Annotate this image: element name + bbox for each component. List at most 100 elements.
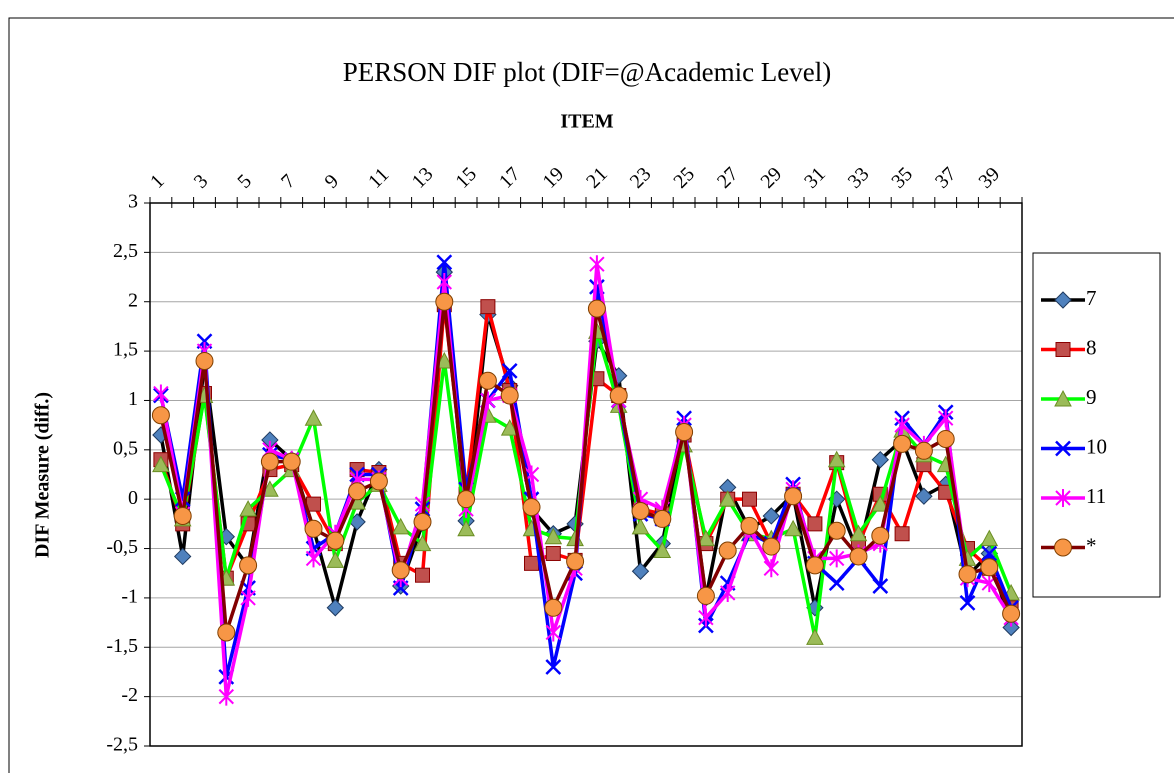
marker xyxy=(589,255,605,274)
marker xyxy=(740,516,759,535)
y-tick-label: -2 xyxy=(121,684,138,706)
marker xyxy=(871,495,890,512)
marker xyxy=(894,416,910,435)
y-tick-label: -2,5 xyxy=(106,734,138,756)
marker xyxy=(524,555,539,571)
marker xyxy=(784,487,803,506)
marker xyxy=(718,490,737,507)
marker xyxy=(653,509,672,528)
marker xyxy=(784,519,802,537)
marker xyxy=(500,386,519,405)
marker xyxy=(173,547,192,566)
marker xyxy=(959,594,976,611)
marker xyxy=(1002,618,1020,637)
marker xyxy=(260,452,279,471)
marker xyxy=(218,687,235,706)
marker xyxy=(545,545,561,561)
marker xyxy=(545,623,562,642)
marker xyxy=(239,556,258,575)
y-tick-label: -1 xyxy=(121,586,138,608)
marker xyxy=(806,628,824,645)
marker xyxy=(807,516,823,532)
marker xyxy=(914,441,933,460)
marker xyxy=(195,351,214,370)
marker xyxy=(544,527,563,545)
marker xyxy=(413,512,432,531)
legend-label: * xyxy=(1086,533,1097,557)
marker xyxy=(391,517,410,535)
marker xyxy=(698,608,714,627)
marker xyxy=(522,498,541,517)
chart-title: PERSON DIF plot (DIF=@Academic Level) xyxy=(343,57,832,87)
marker xyxy=(653,541,672,559)
y-tick-label: 2 xyxy=(128,289,138,311)
marker xyxy=(894,526,910,542)
marker xyxy=(282,452,301,471)
marker xyxy=(697,529,715,547)
marker xyxy=(1002,604,1021,623)
marker xyxy=(849,524,868,542)
series xyxy=(151,292,1021,642)
y-tick-label: 3 xyxy=(128,191,138,213)
marker xyxy=(1055,440,1071,457)
marker xyxy=(478,371,497,390)
marker xyxy=(480,299,496,315)
marker xyxy=(1054,291,1072,309)
marker xyxy=(719,583,736,602)
legend-label: 7 xyxy=(1086,286,1097,310)
marker xyxy=(457,490,476,509)
marker xyxy=(631,502,650,521)
marker xyxy=(631,562,650,580)
y-tick-label: -1,5 xyxy=(106,635,138,657)
marker xyxy=(936,429,955,448)
marker xyxy=(173,506,192,525)
legend: 7 8 9 10 11 * xyxy=(1032,252,1161,598)
marker xyxy=(828,575,845,591)
marker xyxy=(415,567,430,583)
marker xyxy=(827,521,846,540)
marker xyxy=(151,406,170,425)
marker xyxy=(566,552,585,571)
y-tick-label: 2,5 xyxy=(113,240,138,262)
marker xyxy=(871,526,890,545)
series-group xyxy=(151,254,1021,706)
marker xyxy=(1055,342,1071,357)
marker xyxy=(631,517,650,535)
legend-label: 11 xyxy=(1086,484,1106,508)
marker xyxy=(762,537,781,556)
legend-label: 8 xyxy=(1086,335,1097,359)
marker xyxy=(980,529,999,547)
y-tick-label: 1,5 xyxy=(113,339,138,361)
marker xyxy=(240,588,256,607)
x-axis-label: ITEM xyxy=(560,111,613,133)
legend-label: 9 xyxy=(1086,385,1097,409)
marker xyxy=(742,491,757,507)
marker xyxy=(217,623,236,642)
y-axis-label: DIF Measure (diff.) xyxy=(32,392,54,558)
marker xyxy=(152,455,170,473)
marker xyxy=(413,534,432,552)
marker xyxy=(326,599,345,617)
marker xyxy=(893,434,912,453)
marker xyxy=(718,541,737,560)
y-tick-label: -0,5 xyxy=(106,536,138,558)
marker xyxy=(805,556,824,575)
marker xyxy=(763,559,780,578)
marker xyxy=(304,519,323,538)
marker xyxy=(872,578,889,594)
y-tick-label: 1 xyxy=(128,388,138,410)
marker xyxy=(958,565,977,584)
marker xyxy=(762,507,781,525)
marker xyxy=(239,499,257,517)
marker xyxy=(1054,389,1072,407)
marker xyxy=(827,450,846,468)
marker xyxy=(980,558,999,577)
marker xyxy=(500,419,519,436)
marker xyxy=(326,531,345,550)
marker xyxy=(609,386,628,405)
marker xyxy=(915,487,933,505)
marker xyxy=(304,409,323,426)
marker xyxy=(435,351,454,369)
marker xyxy=(1055,489,1071,507)
